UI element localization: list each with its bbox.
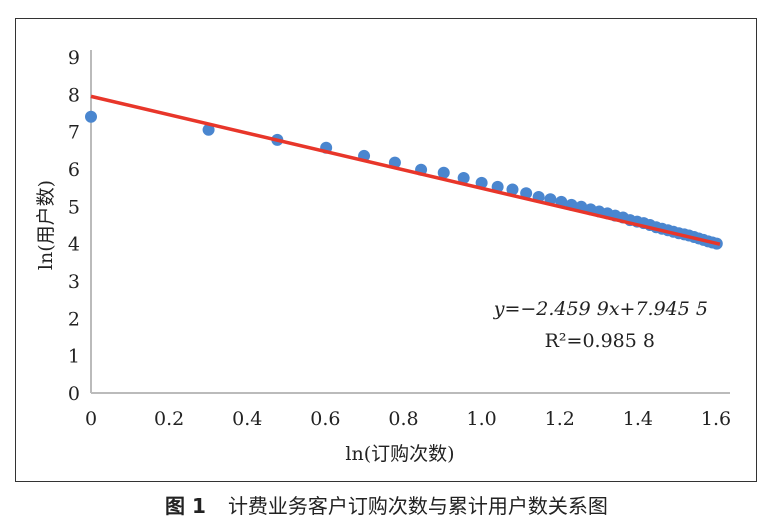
data-point — [457, 171, 470, 184]
y-tick-label: 3 — [68, 271, 80, 293]
figure-number: 图 1 — [165, 494, 206, 518]
y-tick-label: 7 — [68, 122, 80, 144]
r2-label: R²=0.985 8 — [545, 330, 655, 352]
x-tick-label: 1.2 — [545, 408, 575, 430]
x-tick-label: 0.2 — [154, 408, 184, 430]
y-tick-label: 1 — [68, 346, 80, 368]
x-tick-label: 0.6 — [310, 408, 340, 430]
x-tick-label: 1.6 — [701, 408, 731, 430]
data-point — [437, 166, 450, 179]
x-tick-label: 0.8 — [388, 408, 418, 430]
x-tick-label: 1.4 — [623, 408, 653, 430]
x-tick-label: 0.4 — [232, 408, 262, 430]
data-point — [506, 183, 519, 196]
y-tick-label: 9 — [68, 47, 80, 69]
data-point — [202, 123, 215, 136]
y-tick-label: 4 — [68, 234, 80, 256]
y-tick-label: 0 — [68, 383, 80, 405]
figure-caption: 图 1 计费业务客户订购次数与累计用户数关系图 — [0, 490, 773, 519]
trendline — [90, 94, 721, 246]
x-tick-label: 1.0 — [467, 408, 497, 430]
equation-label: y=−2.459 9x+7.945 5 — [493, 298, 708, 320]
x-tick-label: 0 — [85, 408, 97, 430]
data-point — [85, 110, 97, 123]
chart-frame — [15, 18, 757, 482]
y-tick-label: 5 — [68, 196, 80, 218]
y-tick-label: 8 — [68, 84, 80, 106]
y-tick-label: 6 — [68, 159, 80, 181]
y-tick-label: 2 — [68, 308, 80, 330]
y-axis-label: ln(用户数) — [35, 180, 57, 270]
x-axis-label: ln(订购次数) — [345, 443, 454, 465]
figure-title: 计费业务客户订购次数与累计用户数关系图 — [227, 494, 608, 518]
